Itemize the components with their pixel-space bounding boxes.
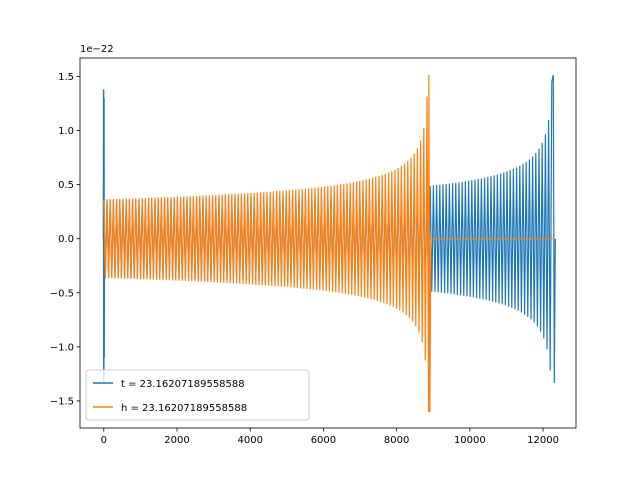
legend-box bbox=[85, 369, 310, 421]
x-axis: 0 2000 4000 6000 8000 10000 12000 bbox=[101, 428, 559, 446]
y-offset-label: 1e−22 bbox=[80, 44, 114, 55]
legend-label-t: t = 23.16207189558588 bbox=[121, 379, 245, 390]
x-tick-label: 0 bbox=[101, 435, 107, 446]
legend: t = 23.16207189558588 h = 23.16207189558… bbox=[85, 369, 310, 421]
x-tick-label: 8000 bbox=[384, 435, 409, 446]
x-tick-label: 10000 bbox=[454, 435, 486, 446]
series-layer bbox=[102, 74, 556, 413]
y-tick-label: 0.5 bbox=[58, 180, 74, 191]
y-tick-label: 1.0 bbox=[58, 126, 74, 137]
legend-label-h: h = 23.16207189558588 bbox=[121, 403, 247, 414]
y-tick-label: −0.5 bbox=[50, 288, 74, 299]
y-axis: −1.5 −1.0 −0.5 0.0 0.5 1.0 1.5 bbox=[50, 72, 80, 407]
x-tick-label: 4000 bbox=[237, 435, 262, 446]
y-tick-label: 0.0 bbox=[58, 234, 74, 245]
plot-frame bbox=[79, 57, 577, 429]
x-tick-label: 6000 bbox=[311, 435, 336, 446]
y-tick-label: −1.0 bbox=[50, 342, 74, 353]
x-tick-label: 12000 bbox=[527, 435, 559, 446]
x-tick-label: 2000 bbox=[164, 435, 189, 446]
series-h-line bbox=[103, 74, 555, 413]
series-t-spike bbox=[102, 89, 106, 383]
y-tick-label: −1.5 bbox=[50, 396, 74, 407]
y-tick-label: 1.5 bbox=[58, 72, 74, 83]
